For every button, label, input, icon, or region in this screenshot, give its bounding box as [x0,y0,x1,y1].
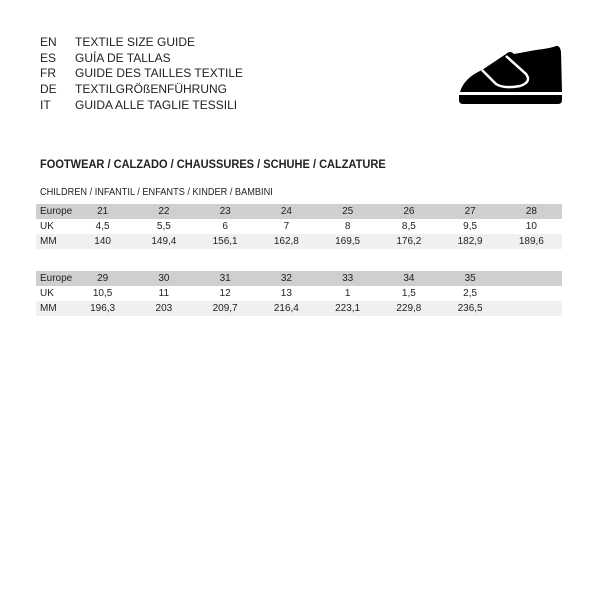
table-cell: 31 [219,273,231,284]
table-cell: 196,3 [90,303,116,314]
table-row: UK 4,5 5,5 6 7 8 8,5 9,5 10 [36,219,562,234]
language-title: GUIDE DES TAILLES TEXTILE [75,66,244,81]
table-cell: 23 [219,206,231,217]
table-cell: 29 [97,273,109,284]
table-cell: 7 [283,221,290,232]
table-cell: 24 [280,206,292,217]
table-cell: 149,4 [151,236,177,247]
row-label: MM [40,236,57,247]
table-cell: 8,5 [401,221,416,232]
language-title: GUÍA DE TALLAS [75,50,171,65]
row-label: MM [40,303,57,314]
table-cell: 13 [280,288,292,299]
table-cell: 236,5 [457,303,483,314]
table-cell: 140 [94,236,111,247]
table-cell: 32 [280,273,292,284]
section-title: FOOTWEAR / CALZADO / CHAUSSURES / SCHUHE… [40,157,386,171]
table-cell: 223,1 [335,303,361,314]
table-row: Europe 29 30 31 32 33 34 35 [36,271,562,286]
table-cell: 9,5 [463,221,478,232]
table-row: Europe 21 22 23 24 25 26 27 28 [36,204,562,219]
table-cell: 8 [344,221,351,232]
table-cell: 203 [155,303,173,314]
table-cell: 6 [222,221,228,232]
table-cell: 189,6 [518,236,544,247]
subsection-title: CHILDREN / INFANTIL / ENFANTS / KINDER /… [40,187,273,198]
table-cell: 216,4 [273,303,299,314]
table-cell: 1 [344,288,351,299]
language-title: TEXTILE SIZE GUIDE [75,35,196,49]
language-row: FR GUIDE DES TAILLES TEXTILE [40,66,243,82]
table-cell: 27 [464,206,476,217]
table-cell: 1,5 [401,288,416,299]
table-cell: 162,8 [273,236,299,247]
table-cell: 25 [342,206,354,217]
language-row: IT GUIDA ALLE TAGLIE TESSILI [40,98,243,114]
table-cell: 169,5 [335,236,361,247]
table-cell: 30 [158,273,170,284]
language-row: ES GUÍA DE TALLAS [40,51,243,67]
language-row: DE TEXTILGRÖßENFÜHRUNG [40,82,243,98]
shoe-icon [459,45,562,104]
language-list: EN TEXTILE SIZE GUIDE ES GUÍA DE TALLAS FR GU… [40,35,243,114]
table-cell: 12 [219,288,231,299]
table-cell: 176,2 [396,236,422,247]
table-row: UK 10,5 11 12 13 1 1,5 2,5 [36,286,562,301]
language-code: EN [40,35,57,49]
table-cell: 34 [403,273,415,284]
table-cell: 5,5 [156,221,171,232]
language-code: IT [40,97,51,112]
size-table-2: Europe 29 30 31 32 33 34 35 UK 10,5 11 12 13 1 1,5 2,5 M… [36,271,562,316]
table-cell: 26 [403,206,415,217]
language-title: GUIDA ALLE TAGLIE TESSILI [75,97,238,112]
table-cell: 11 [158,288,170,299]
table-cell: 156,1 [212,236,238,247]
table-cell [501,271,562,286]
table-cell: 22 [158,206,170,217]
table-cell: 229,8 [396,303,422,314]
language-title: TEXTILGRÖßENFÜHRUNG [75,82,228,97]
row-label: UK [40,288,54,299]
table-row: MM 196,3 203 209,7 216,4 223,1 229,8 236,5 [36,301,562,316]
row-label: UK [40,221,54,232]
language-code: DE [40,82,57,97]
table-cell: 4,5 [95,221,110,232]
table-cell: 2,5 [463,288,478,299]
size-table-1: Europe 21 22 23 24 25 26 27 28 UK 4,5 5,5 6 7 8 8,5 9,5 1… [36,204,562,249]
table-row: MM 140 149,4 156,1 162,8 169,5 176,2 182,9 189,6 [36,234,562,249]
table-cell [501,286,562,301]
table-cell: 21 [97,206,109,217]
table-cell: 33 [342,273,354,284]
table-cell: 209,7 [212,303,238,314]
table-cell [501,301,562,316]
row-label: Europe [40,206,73,217]
table-cell: 28 [525,206,537,217]
language-row: EN TEXTILE SIZE GUIDE [40,35,243,51]
language-code: FR [40,66,56,81]
language-code: ES [40,50,57,65]
row-label: Europe [40,273,73,284]
table-cell: 35 [464,273,476,284]
table-cell: 10 [525,221,537,232]
table-cell: 10,5 [92,288,113,299]
table-cell: 182,9 [457,236,483,247]
